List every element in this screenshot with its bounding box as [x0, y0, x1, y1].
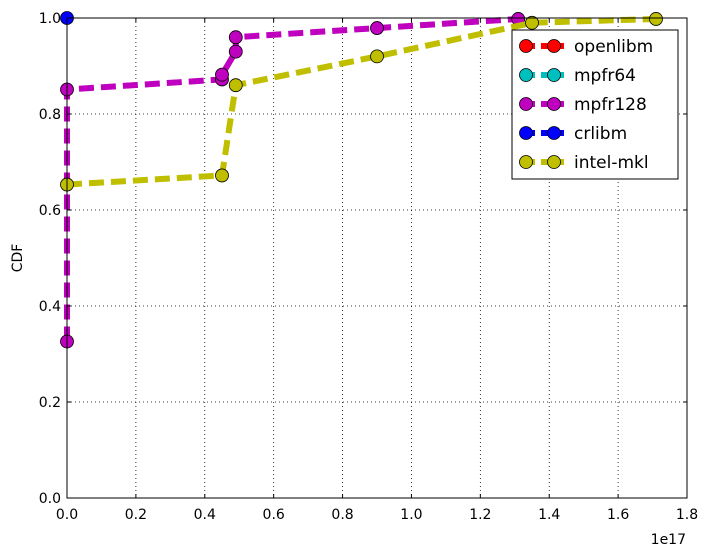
y-tick-label: 1.0 — [39, 11, 61, 27]
legend-label-mpfr128: mpfr128 — [574, 95, 647, 115]
legend-marker-intel-mkl — [547, 155, 561, 169]
data-point-mpfr128 — [228, 30, 243, 45]
data-point-intel-mkl — [649, 12, 663, 26]
y-tick-label: 0.2 — [39, 395, 61, 411]
x-tick-label: 1.2 — [469, 507, 491, 523]
data-point-mpfr128 — [228, 44, 243, 59]
x-scale-label: 1e17 — [651, 532, 686, 548]
plot-frame — [66, 17, 688, 499]
legend-marker-crlibm — [519, 126, 533, 140]
x-tick-label: 1.4 — [538, 507, 560, 523]
y-tick-label: 0.8 — [39, 107, 61, 123]
x-tick-label: 0.6 — [263, 507, 285, 523]
legend-marker-mpfr64 — [547, 68, 561, 82]
data-point-intel-mkl — [525, 15, 539, 30]
legend: openlibm mpfr64 mpfr128 crlibm intel-mkl — [511, 29, 679, 180]
y-tick-label: 0.6 — [39, 203, 61, 219]
x-tick-label: 0.8 — [331, 507, 353, 523]
legend-marker-openlibm — [519, 39, 533, 53]
x-tick-label: 0.2 — [125, 507, 147, 523]
legend-label-openlibm: openlibm — [574, 37, 653, 57]
x-tick-label: 1.8 — [676, 507, 698, 523]
data-point-intel-mkl — [215, 168, 229, 183]
legend-marker-mpfr128 — [547, 97, 561, 111]
series-line-intel-mkl — [66, 15, 657, 188]
x-tick-label: 1.6 — [607, 507, 629, 523]
legend-label-intel-mkl: intel-mkl — [574, 153, 649, 173]
series-line-mpfr128 — [64, 15, 519, 342]
data-point-intel-mkl — [228, 78, 243, 93]
y-tick-label: 0.0 — [39, 491, 61, 507]
y-tick-label: 0.4 — [39, 299, 61, 315]
x-tick-label: 0.0 — [56, 507, 78, 523]
legend-marker-mpfr64 — [519, 68, 533, 82]
series-clip — [60, 11, 663, 349]
data-point-mpfr128 — [370, 21, 384, 35]
x-tick-label: 0.4 — [194, 507, 216, 523]
legend-box — [511, 29, 679, 180]
y-axis-label: CDF — [10, 244, 26, 273]
legend-marker-mpfr128 — [519, 97, 533, 111]
series-layer — [60, 11, 663, 349]
data-point-mpfr128 — [215, 67, 229, 82]
legend-marker-intel-mkl — [519, 155, 533, 169]
legend-marker-openlibm — [547, 39, 561, 53]
data-point-intel-mkl — [370, 49, 384, 64]
legend-label-mpfr64: mpfr64 — [574, 66, 636, 86]
legend-marker-crlibm — [547, 126, 561, 140]
ticks: 0.0 0.2 0.4 0.6 0.8 1.0 1.2 1.4 1.6 1.8 0.0 0.2 0.4 0… — [39, 11, 698, 523]
legend-label-crlibm: crlibm — [574, 124, 627, 144]
x-tick-label: 1.0 — [400, 507, 422, 523]
